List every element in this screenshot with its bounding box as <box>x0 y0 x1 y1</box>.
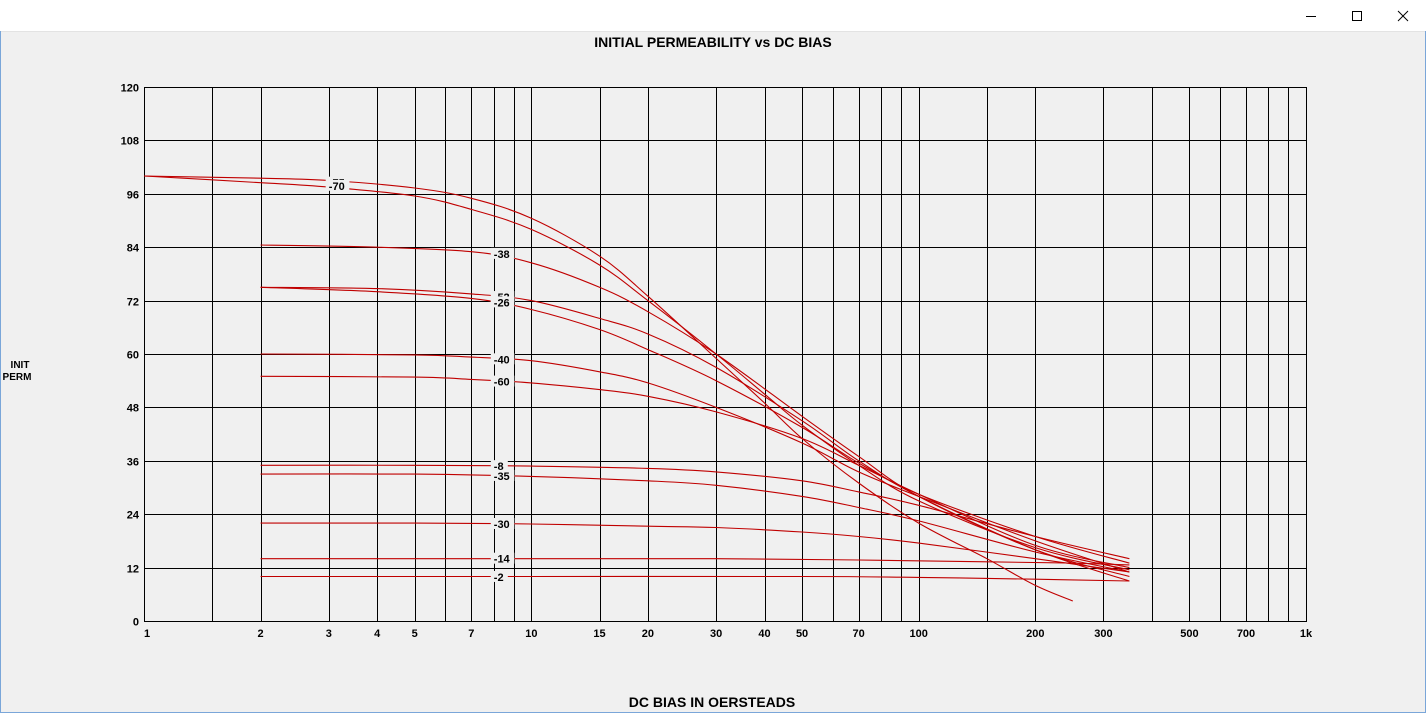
series-label: -38 <box>490 247 515 261</box>
y-axis-label-line-2: PERM <box>3 372 32 383</box>
series-label-bg <box>490 517 515 529</box>
close-icon <box>1397 10 1409 21</box>
series-line-neg52 <box>260 286 1130 582</box>
series-line-neg75 <box>143 175 1074 602</box>
maximize-icon <box>1352 10 1362 21</box>
x-tick-label: 5 <box>412 628 418 640</box>
series-line-neg2 <box>260 575 1130 582</box>
x-tick-label: 3 <box>326 628 332 640</box>
x-tick-label: 50 <box>796 628 808 640</box>
x-tick-label: 2 <box>258 628 264 640</box>
series-label: -60 <box>490 375 515 389</box>
y-axis-label-line-1: INIT <box>11 360 30 371</box>
series-line-neg30 <box>260 522 1130 573</box>
x-tick-label: 100 <box>909 628 927 640</box>
x-tick-label: 15 <box>593 628 605 640</box>
series-line-neg35 <box>260 473 1130 573</box>
series-label-text: -60 <box>494 377 510 389</box>
series-label-bg <box>490 375 515 387</box>
series-label-text: -14 <box>494 554 511 566</box>
x-tick-label: 70 <box>853 628 865 640</box>
series-line-neg8 <box>260 464 1130 560</box>
series-label: -40 <box>490 353 515 366</box>
x-axis-label: DC BIAS IN OERSTEADS <box>629 694 795 710</box>
x-tick-label: 500 <box>1180 628 1198 640</box>
series-labels: -75-70-38-52-26-40-60-8-35-30-14-2 <box>325 176 515 584</box>
y-tick-label: 0 <box>133 617 139 629</box>
series-label-bg <box>490 353 515 365</box>
series-line-neg70 <box>143 175 1130 571</box>
series-label: -8 <box>490 460 508 473</box>
chart-title: INITIAL PERMEABILITY vs DC BIAS <box>594 34 832 50</box>
x-tick-label: 1k <box>1300 628 1313 640</box>
series-label-text: -26 <box>494 297 510 309</box>
close-button[interactable] <box>1380 0 1426 31</box>
series-label: -26 <box>490 296 515 309</box>
x-tick-label: 30 <box>710 628 722 640</box>
x-tick-label: 1 <box>144 628 150 640</box>
series-label-bg <box>490 296 515 308</box>
series-label: -35 <box>490 469 515 483</box>
series-label: -14 <box>490 552 515 566</box>
y-tick-label: 120 <box>121 83 139 95</box>
x-tick-label: 200 <box>1026 628 1044 640</box>
minimize-button[interactable] <box>1288 0 1334 31</box>
series-label-bg <box>490 552 515 564</box>
series-line-neg40 <box>260 353 1130 573</box>
y-tick-label: 72 <box>127 297 139 309</box>
minimize-icon <box>1306 15 1316 17</box>
maximize-button[interactable] <box>1334 0 1380 31</box>
series-label-bg <box>325 179 350 191</box>
series-label: -2 <box>490 570 508 584</box>
y-tick-label: 108 <box>121 136 139 148</box>
x-tick-label: 40 <box>758 628 770 640</box>
series-label-text: -38 <box>494 249 510 261</box>
x-tick-label: 700 <box>1237 628 1255 640</box>
x-tick-label: 300 <box>1094 628 1112 640</box>
plot-frame <box>144 87 1307 622</box>
series-label-text: -2 <box>494 572 504 584</box>
x-tick-label: 10 <box>525 628 537 640</box>
series-label-text: -8 <box>494 461 504 473</box>
y-tick-label: 36 <box>127 457 139 469</box>
y-tick-label: 84 <box>127 243 140 255</box>
series-label-bg <box>490 469 515 481</box>
series-label-text: -70 <box>329 181 345 193</box>
series-label-text: -35 <box>494 471 510 483</box>
series-label-bg <box>490 460 508 472</box>
series-label-bg <box>490 570 508 582</box>
title-bar <box>0 0 1426 32</box>
y-tick-label: 24 <box>127 510 140 522</box>
series-label-bg <box>490 247 515 259</box>
y-tick-label: 48 <box>127 403 139 415</box>
series-label-text: -30 <box>494 519 510 531</box>
series-line-neg14 <box>260 558 1130 566</box>
series-label: -70 <box>325 179 350 193</box>
x-tick-label: 20 <box>642 628 654 640</box>
y-tick-label: 12 <box>127 564 139 576</box>
series-label-text: -40 <box>494 354 510 366</box>
y-tick-label: 96 <box>127 190 139 202</box>
series-label: -30 <box>490 517 515 531</box>
series <box>143 175 1130 602</box>
series-line-neg60 <box>260 375 1130 569</box>
y-tick-label: 60 <box>127 350 139 362</box>
x-tick-label: 4 <box>374 628 381 640</box>
series-line-neg26 <box>260 286 1130 564</box>
x-tick-label: 7 <box>468 628 474 640</box>
